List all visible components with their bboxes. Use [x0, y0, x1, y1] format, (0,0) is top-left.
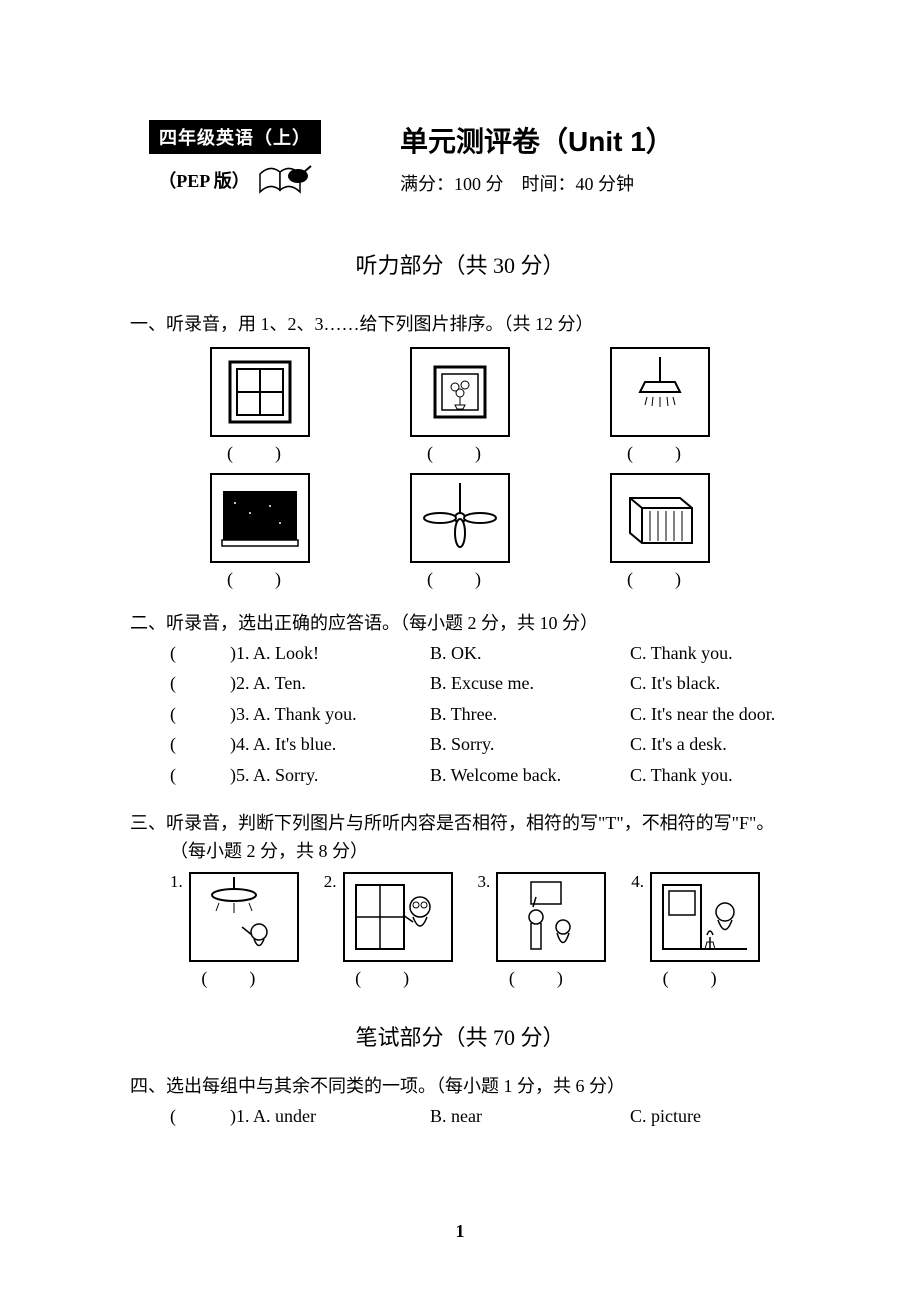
- answer-paren: ( ): [355, 964, 421, 990]
- q2-item2: ( )2. A. Ten. B. Excuse me. C. It's blac…: [130, 668, 790, 699]
- q3-heading: 三、听录音，判断下列图片与所听内容是否相符，相符的写"T"，不相符的写"F"。: [130, 809, 790, 838]
- option-c: C. It's black.: [630, 668, 790, 699]
- q3-num2: 2.: [324, 872, 337, 892]
- q3-item2: 2. ( ): [324, 872, 453, 990]
- q2-item3: ( )3. A. Thank you. B. Three. C. It's ne…: [130, 699, 790, 730]
- q1-img2: ( ): [410, 347, 510, 465]
- option-c: C. Thank you.: [630, 760, 790, 791]
- q3-num1: 1.: [170, 872, 183, 892]
- option-a: )3. A. Thank you.: [230, 699, 430, 730]
- q1-heading: 一、听录音，用 1、2、3……给下列图片排序。（共 12 分）: [130, 310, 790, 339]
- answer-paren: ( ): [427, 565, 493, 591]
- answer-paren: ( ): [227, 439, 293, 465]
- door-plant-icon: [650, 872, 760, 962]
- q3-num3: 3.: [478, 872, 491, 892]
- answer-paren: ( ): [509, 964, 575, 990]
- q4-item1: ( )1. A. under B. near C. picture: [130, 1101, 790, 1132]
- light-icon: [610, 347, 710, 437]
- q1-img6: ( ): [610, 473, 710, 591]
- answer-paren: ( ): [627, 439, 693, 465]
- header-right: 单元测评卷（Unit 1） 满分：100 分 时间：40 分钟: [360, 120, 790, 196]
- option-b: B. Excuse me.: [430, 668, 630, 699]
- option-a: )4. A. It's blue.: [230, 729, 430, 760]
- answer-paren: (: [170, 729, 230, 760]
- blackboard-icon: [210, 473, 310, 563]
- q3-sub: （每小题 2 分，共 8 分）: [130, 837, 790, 866]
- answer-paren: (: [170, 699, 230, 730]
- q3-item4: 4. ( ): [631, 872, 760, 990]
- option-c: C. Thank you.: [630, 638, 790, 669]
- header: 四年级英语（上） （PEP 版） 单元测评卷（Unit 1） 满分：100 分 …: [130, 120, 790, 198]
- light-boy-icon: [189, 872, 299, 962]
- q2-heading: 二、听录音，选出正确的应答语。（每小题 2 分，共 10 分）: [130, 609, 790, 638]
- option-a: )1. A. Look!: [230, 638, 430, 669]
- q3-row: 1. ( ) 2. ( ) 3. ( ): [170, 872, 760, 990]
- option-b: B. Welcome back.: [430, 760, 630, 791]
- q1-img5: ( ): [410, 473, 510, 591]
- header-left: 四年级英语（上） （PEP 版）: [130, 120, 340, 198]
- q4-heading: 四、选出每组中与其余不同类的一项。（每小题 1 分，共 6 分）: [130, 1072, 790, 1101]
- page-number: 1: [0, 1221, 920, 1242]
- picture-icon: [410, 347, 510, 437]
- pep-label: （PEP 版）: [158, 167, 250, 193]
- answer-paren: (: [170, 760, 230, 791]
- q3-item1: 1. ( ): [170, 872, 299, 990]
- q1-row2: ( ) ( ) ( ): [160, 473, 760, 591]
- writing-section-title: 笔试部分（共 70 分）: [130, 1020, 790, 1052]
- listening-section-title: 听力部分（共 30 分）: [130, 248, 790, 280]
- unit-title: 单元测评卷（Unit 1）: [400, 120, 674, 160]
- answer-paren: ( ): [663, 964, 729, 990]
- answer-paren: ( ): [227, 565, 293, 591]
- q1-img4: ( ): [210, 473, 310, 591]
- option-a: )5. A. Sorry.: [230, 760, 430, 791]
- option-c: C. It's near the door.: [630, 699, 790, 730]
- window-icon: [210, 347, 310, 437]
- page: 四年级英语（上） （PEP 版） 单元测评卷（Unit 1） 满分：100 分 …: [0, 0, 920, 1302]
- answer-paren: ( ): [201, 964, 267, 990]
- option-a: )1. A. under: [230, 1101, 430, 1132]
- pep-row: （PEP 版）: [158, 162, 312, 198]
- q1-img1: ( ): [210, 347, 310, 465]
- q1-img3: ( ): [610, 347, 710, 465]
- grade-badge: 四年级英语（上）: [149, 120, 321, 154]
- option-b: B. Three.: [430, 699, 630, 730]
- q3-item3: 3. ( ): [478, 872, 607, 990]
- q3-num4: 4.: [631, 872, 644, 892]
- book-icon: [256, 162, 312, 198]
- score-time: 满分：100 分 时间：40 分钟: [400, 170, 634, 196]
- option-b: B. near: [430, 1101, 630, 1132]
- answer-paren: ( ): [427, 439, 493, 465]
- option-b: B. OK.: [430, 638, 630, 669]
- option-c: C. It's a desk.: [630, 729, 790, 760]
- option-a: )2. A. Ten.: [230, 668, 430, 699]
- option-b: B. Sorry.: [430, 729, 630, 760]
- q2-item1: ( )1. A. Look! B. OK. C. Thank you.: [130, 638, 790, 669]
- answer-paren: (: [170, 638, 230, 669]
- hang-picture-icon: [496, 872, 606, 962]
- fan-icon: [410, 473, 510, 563]
- answer-paren: (: [170, 1101, 230, 1132]
- option-c: C. picture: [630, 1101, 790, 1132]
- q2-item5: ( )5. A. Sorry. B. Welcome back. C. Than…: [130, 760, 790, 791]
- desk-icon: [610, 473, 710, 563]
- answer-paren: ( ): [627, 565, 693, 591]
- q2-item4: ( )4. A. It's blue. B. Sorry. C. It's a …: [130, 729, 790, 760]
- q1-row1: ( ) ( ) ( ): [160, 347, 760, 465]
- window-clean-icon: [343, 872, 453, 962]
- answer-paren: (: [170, 668, 230, 699]
